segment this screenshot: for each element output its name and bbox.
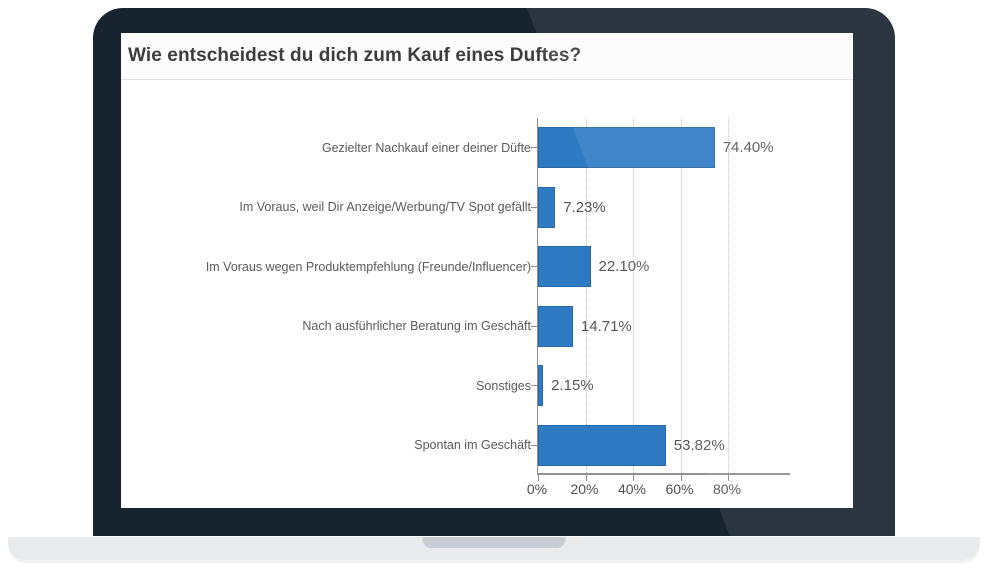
x-axis-labels: 0% 20% 40% 60% 80% [527, 481, 790, 501]
bar [538, 424, 666, 466]
x-axis-tick-40 [633, 475, 634, 481]
bar-row: Im Voraus, weil Dir Anzeige/Werbung/TV S… [121, 178, 853, 238]
y-axis-tick [531, 147, 537, 149]
value-label: 7.23% [563, 198, 606, 216]
bar [538, 246, 591, 288]
x-axis-tick-20 [585, 475, 587, 481]
bar [538, 127, 715, 169]
chart-title: Wie entscheidest du dich zum Kauf eines … [128, 45, 582, 66]
category-label: Spontan im Geschäft [414, 438, 531, 453]
laptop-base [8, 537, 980, 560]
gridline-80 [728, 118, 729, 473]
category-label: Sonstiges [476, 378, 531, 393]
y-axis-tick [531, 266, 537, 268]
x-axis-label-80: 80% [712, 481, 742, 497]
bar-rows: Gezielter Nachkauf einer deiner Düfte 74… [121, 118, 853, 475]
value-label: 74.40% [722, 139, 774, 157]
y-axis-tick [531, 206, 537, 208]
x-axis-label-20: 20% [570, 481, 599, 497]
x-axis-tick-0 [538, 475, 539, 481]
bar-row: Gezielter Nachkauf einer deiner Düfte 74… [121, 118, 853, 178]
bar [538, 186, 556, 228]
value-label: 2.15% [551, 377, 594, 395]
x-axis-label-0: 0% [526, 481, 548, 497]
bar-track: 7.23% [538, 178, 853, 238]
category-label: Gezielter Nachkauf einer deiner Düfte [321, 140, 531, 155]
bar-row: Nach ausführlicher Beratung im Geschäft … [121, 297, 853, 357]
x-axis-label-60: 60% [665, 481, 694, 497]
laptop-base-notch [422, 537, 566, 548]
value-label: 53.82% [673, 436, 725, 454]
bar-row: Im Voraus wegen Produktempfehlung (Freun… [121, 237, 853, 297]
value-label: 14.71% [580, 317, 632, 335]
bar-track: 22.10% [538, 237, 853, 297]
gridline-20 [585, 118, 587, 473]
bar [538, 365, 544, 407]
bar-track: 14.71% [538, 297, 853, 357]
x-axis-tick-60 [680, 475, 682, 481]
category-label: Im Voraus, weil Dir Anzeige/Werbung/TV S… [239, 200, 531, 215]
bar-track: 74.40% [538, 118, 853, 178]
chart-header: Wie entscheidest du dich zum Kauf eines … [121, 33, 853, 80]
gridline-60 [680, 118, 682, 473]
bar-chart: Gezielter Nachkauf einer deiner Düfte 74… [121, 80, 853, 507]
gridline-40 [633, 118, 634, 473]
x-axis-label-40: 40% [617, 481, 647, 497]
bar-track: 2.15% [538, 356, 853, 416]
y-axis-tick [531, 444, 537, 446]
bar [538, 305, 573, 347]
y-axis-tick [531, 385, 537, 387]
plot-area [537, 118, 790, 481]
bar-track: 53.82% [538, 416, 853, 476]
bar-row: Spontan im Geschäft 53.82% [121, 416, 853, 476]
x-axis-tick-80 [728, 475, 729, 481]
value-label: 22.10% [598, 258, 650, 276]
laptop-screen: Wie entscheidest du dich zum Kauf eines … [121, 33, 853, 508]
category-label: Im Voraus wegen Produktempfehlung (Freun… [205, 259, 531, 274]
laptop-bezel: Wie entscheidest du dich zum Kauf eines … [93, 8, 895, 536]
bar-row: Sonstiges 2.15% [121, 356, 853, 416]
category-label: Nach ausführlicher Beratung im Geschäft [302, 319, 531, 334]
y-axis-tick [531, 325, 537, 327]
